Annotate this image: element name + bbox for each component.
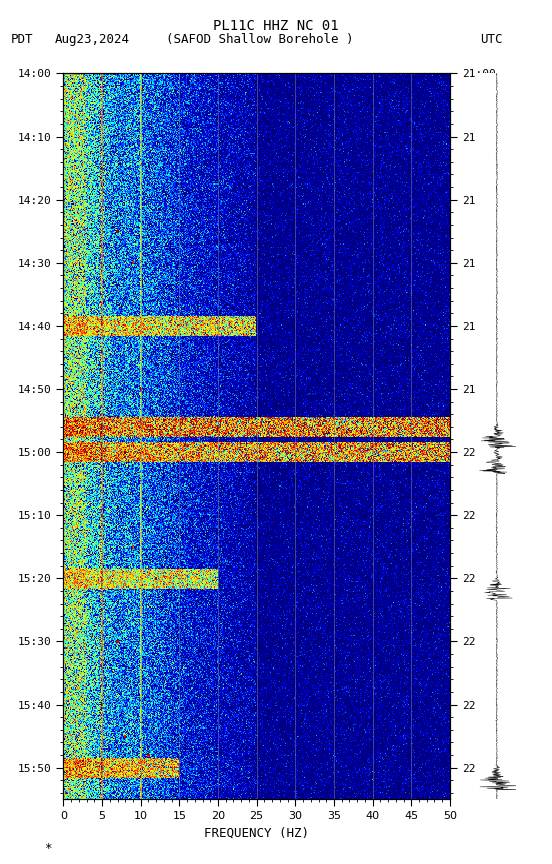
Text: *: * xyxy=(44,842,52,855)
Text: UTC: UTC xyxy=(480,33,503,46)
Text: Aug23,2024: Aug23,2024 xyxy=(55,33,130,46)
X-axis label: FREQUENCY (HZ): FREQUENCY (HZ) xyxy=(204,827,309,840)
Text: (SAFOD Shallow Borehole ): (SAFOD Shallow Borehole ) xyxy=(166,33,353,46)
Text: PL11C HHZ NC 01: PL11C HHZ NC 01 xyxy=(213,19,339,33)
Text: PDT: PDT xyxy=(11,33,34,46)
